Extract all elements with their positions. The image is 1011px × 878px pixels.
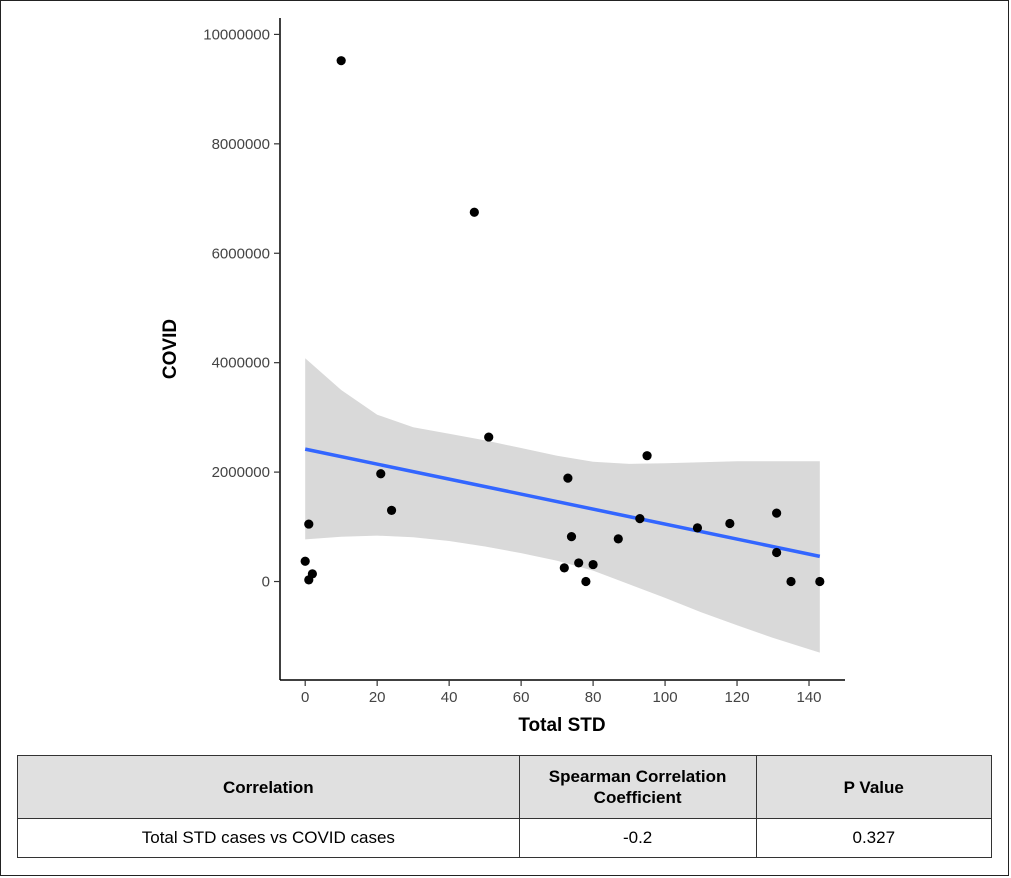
y-tick-label-2: 4000000 xyxy=(212,355,270,372)
scatter-chart: 0 20 40 60 80 100 120 140 0 2000000 4000000 6000000… xyxy=(160,18,845,736)
x-tick-label-60: 60 xyxy=(513,689,530,706)
data-point-17 xyxy=(642,451,652,461)
table-header-spearman: Spearman Correlation Coefficient xyxy=(518,755,757,819)
data-point-6 xyxy=(386,505,397,515)
data-point-4 xyxy=(336,56,346,66)
data-point-8 xyxy=(484,432,494,442)
y-tick-label-4: 8000000 xyxy=(212,136,270,153)
data-point-23 xyxy=(815,576,825,587)
y-tick-label-5: 10000000 xyxy=(203,26,270,43)
data-point-15 xyxy=(613,534,623,544)
x-tick-label-20: 20 xyxy=(369,689,386,706)
y-axis-title: COVID xyxy=(160,319,181,379)
y-tick-label-1: 2000000 xyxy=(212,464,270,481)
data-point-3 xyxy=(307,569,317,579)
y-tick-label-0: 0 xyxy=(262,574,270,591)
data-point-1 xyxy=(304,519,314,529)
axes-layer: 0 20 40 60 80 100 120 140 0 2000000 4000000 6000000… xyxy=(203,18,845,706)
table-row: Total STD cases vs COVID cases -0.2 0.32… xyxy=(17,818,993,858)
y-tick-label-3: 6000000 xyxy=(212,245,270,262)
data-point-9 xyxy=(559,563,569,573)
data-point-21 xyxy=(772,547,782,558)
table-header-correlation: Correlation xyxy=(17,755,520,819)
table-header-p-value: P Value xyxy=(755,755,993,819)
data-point-10 xyxy=(563,473,573,483)
table-cell-spearman: -0.2 xyxy=(518,818,757,858)
data-point-20 xyxy=(772,508,782,518)
x-tick-label-120: 120 xyxy=(725,689,750,706)
x-tick-label-140: 140 xyxy=(796,689,821,706)
confidence-band xyxy=(305,358,820,653)
data-point-22 xyxy=(786,576,796,587)
points-layer xyxy=(300,56,825,587)
data-point-7 xyxy=(469,207,479,217)
data-point-18 xyxy=(692,523,703,533)
x-tick-label-80: 80 xyxy=(585,689,602,706)
data-point-5 xyxy=(376,469,386,479)
trend-line xyxy=(304,447,821,559)
x-tick-label-100: 100 xyxy=(653,689,678,706)
x-axis-title: Total STD xyxy=(518,715,605,736)
table-header-row: Correlation Spearman Correlation Coeffic… xyxy=(17,755,993,819)
data-point-19 xyxy=(725,518,735,529)
table-cell-p-value: 0.327 xyxy=(755,818,993,858)
x-tick-label-0: 0 xyxy=(301,689,309,706)
data-point-0 xyxy=(300,556,310,566)
table-cell-correlation: Total STD cases vs COVID cases xyxy=(17,818,520,858)
x-tick-label-40: 40 xyxy=(441,689,458,706)
data-point-12 xyxy=(574,558,584,568)
correlation-table: Correlation Spearman Correlation Coeffic… xyxy=(17,755,993,858)
trend-line-layer xyxy=(304,447,821,559)
confidence-band-layer xyxy=(305,358,820,653)
data-point-16 xyxy=(635,514,645,524)
data-point-13 xyxy=(581,576,591,587)
data-point-11 xyxy=(566,532,577,542)
data-point-14 xyxy=(588,559,598,570)
